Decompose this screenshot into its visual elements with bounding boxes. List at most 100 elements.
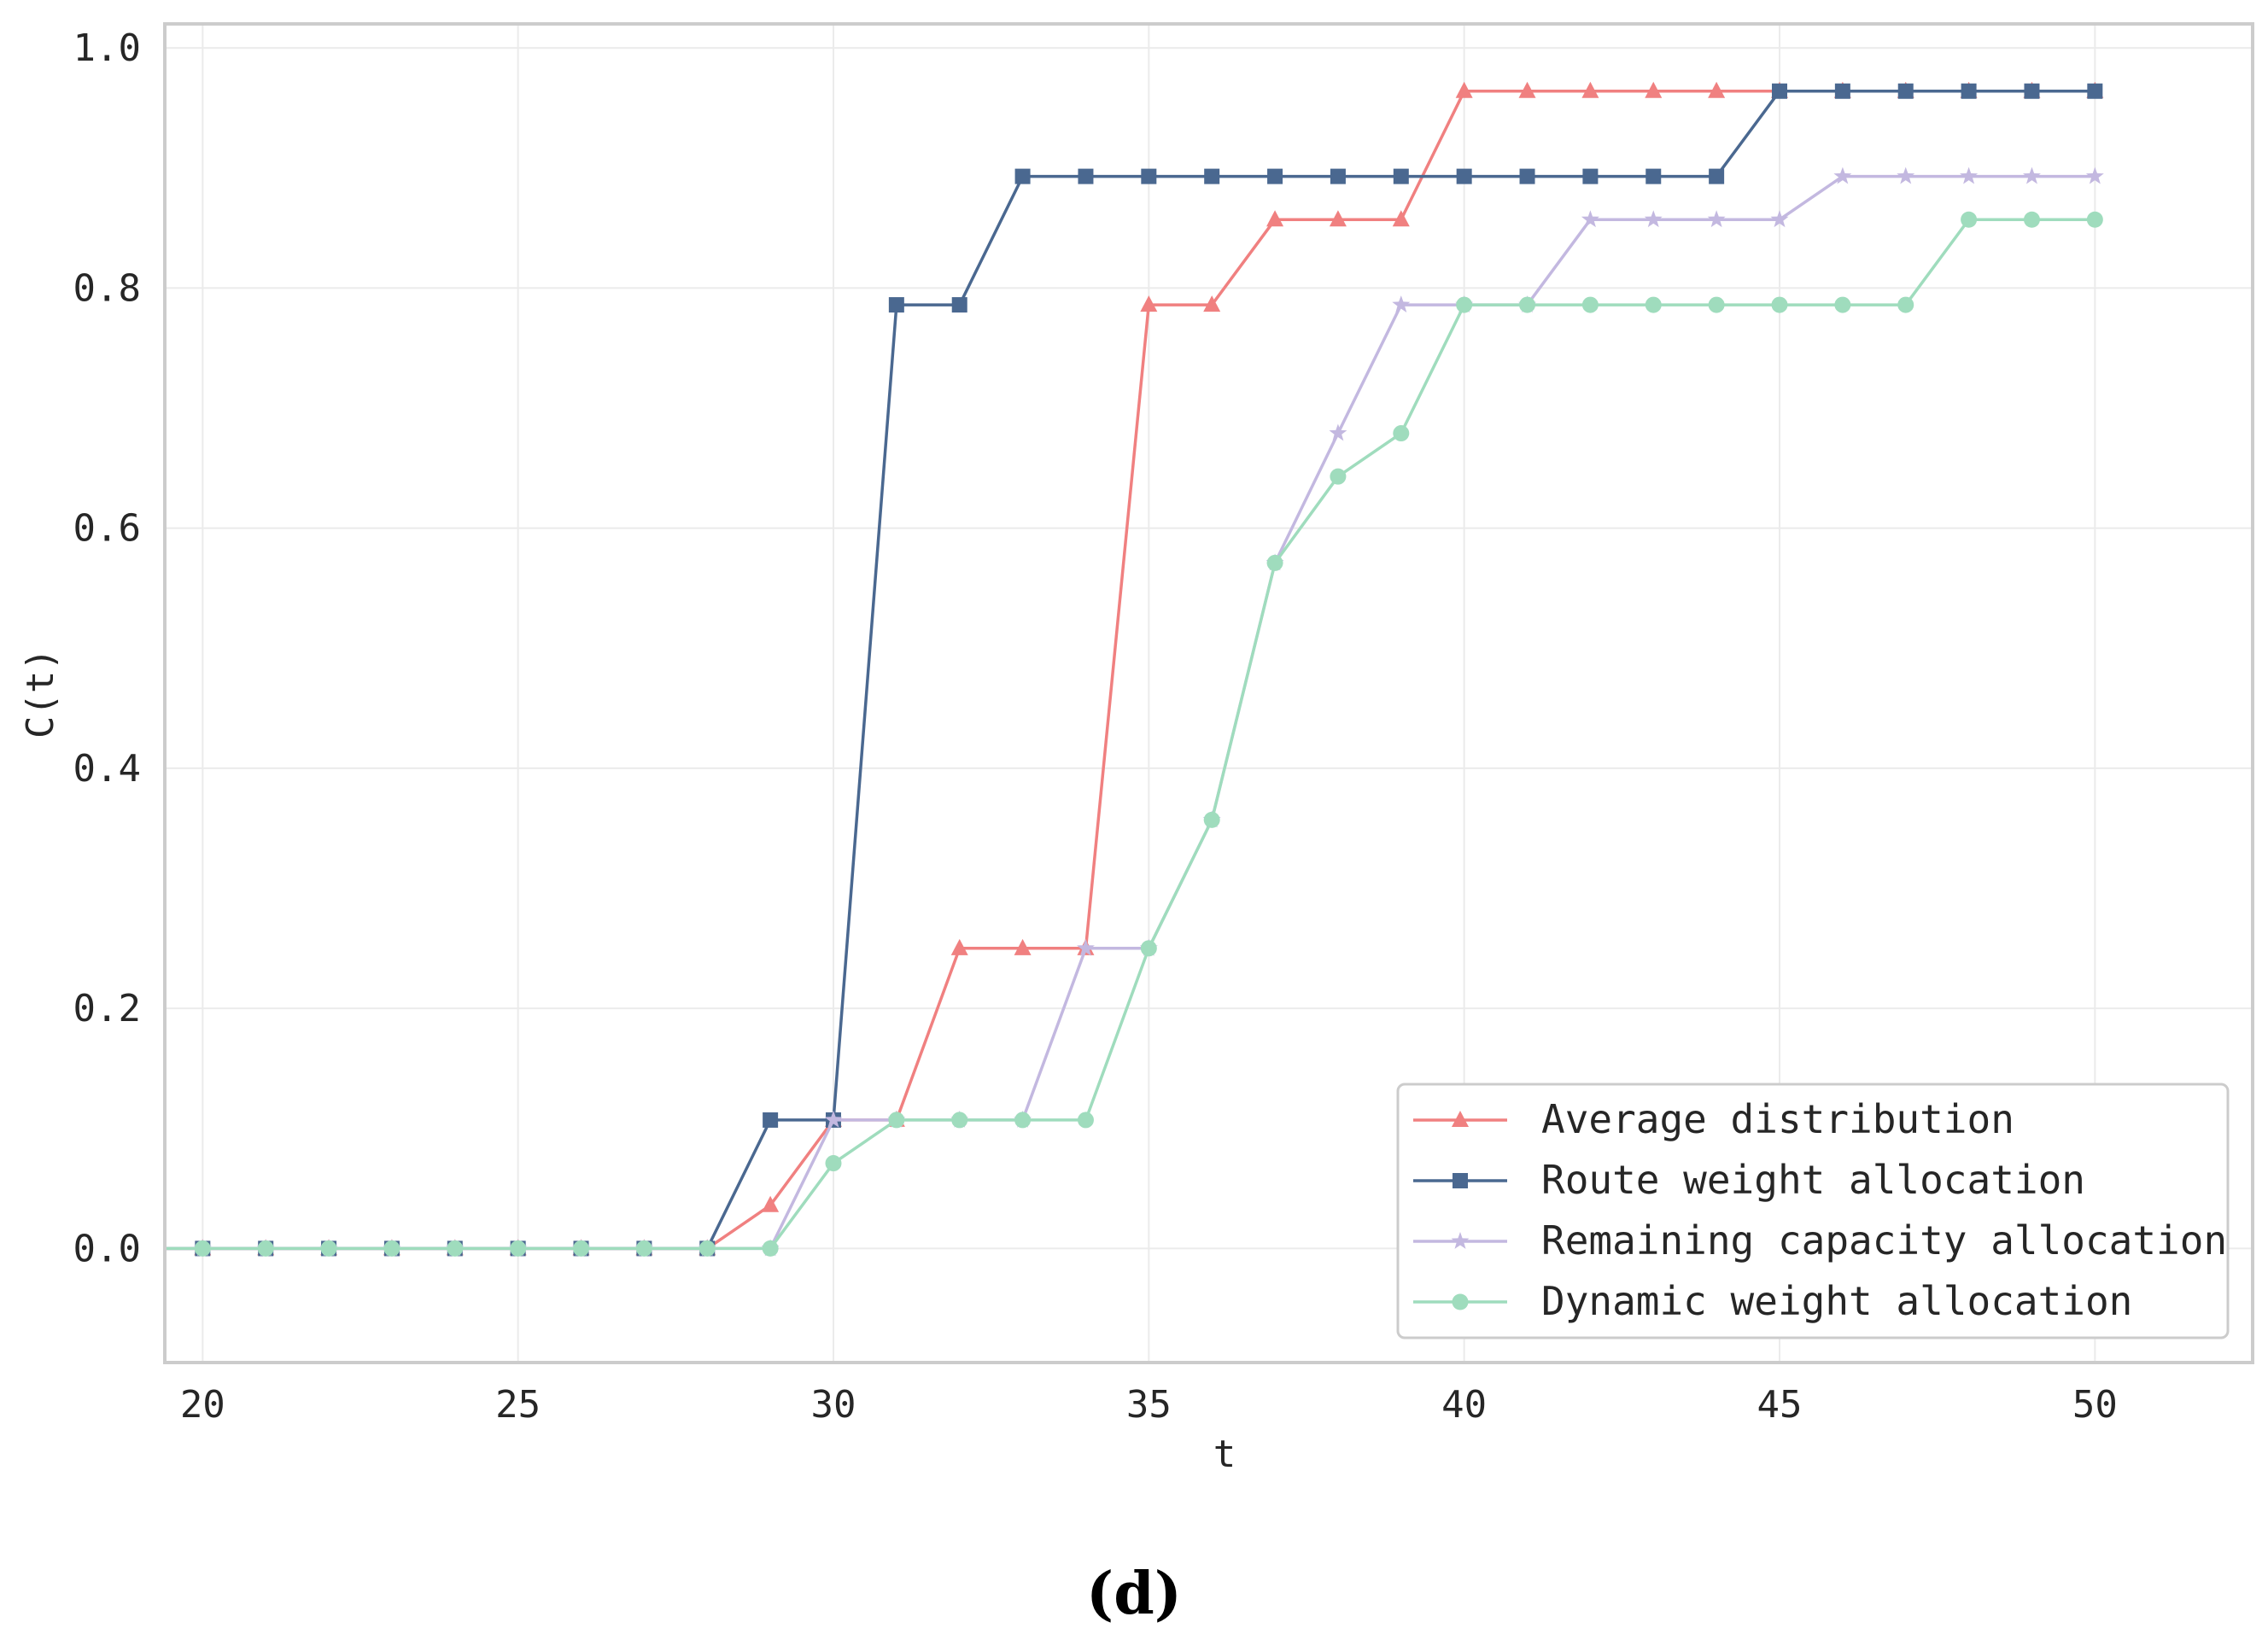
data-point bbox=[1266, 210, 1284, 227]
data-point bbox=[699, 1240, 716, 1257]
data-point bbox=[1077, 1112, 1094, 1129]
data-point bbox=[1456, 296, 1473, 313]
data-point bbox=[1141, 168, 1157, 184]
data-point bbox=[1518, 81, 1536, 98]
data-point bbox=[951, 1112, 968, 1129]
data-point bbox=[950, 938, 968, 955]
data-point bbox=[1014, 168, 1031, 184]
legend-item: Average distribution bbox=[1413, 1096, 2014, 1142]
legend-box bbox=[1396, 1083, 2230, 1339]
x-tick-label: 30 bbox=[810, 1383, 856, 1427]
legend-marker bbox=[1452, 1111, 1469, 1127]
data-point bbox=[1329, 210, 1347, 227]
series-layer bbox=[165, 81, 2104, 1257]
data-point bbox=[1961, 211, 1978, 228]
data-point bbox=[1393, 168, 1409, 184]
data-point bbox=[447, 1240, 464, 1257]
legend-items: Average distribution Route weight allocat… bbox=[1413, 1096, 2227, 1324]
y-tick-label: 0.8 bbox=[73, 266, 141, 310]
data-point bbox=[1519, 296, 1536, 313]
data-point bbox=[573, 1240, 590, 1257]
data-point bbox=[383, 1240, 400, 1257]
data-point bbox=[1393, 425, 1410, 442]
data-point bbox=[1582, 168, 1599, 184]
legend-item: Route weight allocation bbox=[1413, 1157, 2085, 1203]
series-average-distribution bbox=[165, 81, 2104, 1256]
y-tick-label: 0.2 bbox=[73, 987, 141, 1030]
legend-item: Dynamic weight allocation bbox=[1413, 1278, 2132, 1324]
plot-frame bbox=[163, 22, 2254, 1364]
data-point bbox=[1455, 81, 1473, 98]
data-point bbox=[1266, 554, 1283, 571]
x-axis-label: t bbox=[1213, 1433, 1236, 1476]
data-point bbox=[1078, 168, 1094, 184]
y-tick-label: 0.0 bbox=[73, 1227, 141, 1270]
legend: Average distribution Route weight allocat… bbox=[1396, 1083, 2230, 1339]
data-point bbox=[1707, 210, 1726, 228]
data-point bbox=[2085, 166, 2104, 184]
data-point bbox=[1581, 210, 1599, 228]
data-point bbox=[194, 1240, 211, 1257]
data-point bbox=[1077, 938, 1095, 956]
legend-label: Average distribution bbox=[1541, 1096, 2014, 1142]
data-point bbox=[1267, 168, 1283, 184]
data-point bbox=[1330, 168, 1346, 184]
data-point bbox=[2024, 83, 2040, 99]
data-point bbox=[1834, 296, 1851, 313]
x-tick-label: 45 bbox=[1757, 1383, 1803, 1427]
y-tick-label: 0.6 bbox=[73, 507, 141, 551]
data-point bbox=[1961, 83, 1977, 99]
series-line bbox=[165, 218, 2096, 1251]
legend-marker bbox=[1453, 1173, 1468, 1188]
data-point bbox=[1834, 83, 1850, 99]
data-point bbox=[257, 1240, 274, 1257]
data-point bbox=[1708, 81, 1726, 98]
data-point bbox=[762, 1195, 780, 1212]
y-tick-labels: 0.0 0.2 0.4 0.6 0.8 1.0 bbox=[73, 26, 141, 1270]
x-tick-label: 50 bbox=[2072, 1383, 2118, 1427]
x-tick-label: 40 bbox=[1441, 1383, 1487, 1427]
data-point bbox=[1708, 296, 1725, 313]
data-point bbox=[2087, 83, 2103, 99]
data-point bbox=[1897, 166, 1915, 184]
data-point bbox=[763, 1112, 779, 1128]
figure-caption: (d) bbox=[1086, 1560, 1182, 1628]
data-point bbox=[888, 297, 904, 313]
data-point bbox=[1644, 210, 1663, 228]
data-point bbox=[1771, 296, 1788, 313]
series-route-weight-allocation bbox=[165, 83, 2103, 1257]
data-point bbox=[1204, 168, 1220, 184]
series-dynamic-weight-allocation bbox=[165, 211, 2103, 1257]
legend-marker bbox=[1451, 1232, 1470, 1249]
data-point bbox=[1833, 166, 1852, 184]
data-point bbox=[1392, 295, 1411, 312]
x-tick-label: 35 bbox=[1126, 1383, 1172, 1427]
data-point bbox=[2023, 211, 2040, 228]
y-tick-label: 1.0 bbox=[73, 26, 141, 70]
legend-label: Route weight allocation bbox=[1541, 1157, 2085, 1203]
y-axis-label: C(t) bbox=[19, 648, 62, 738]
y-tick-label: 0.4 bbox=[73, 747, 141, 791]
data-point bbox=[1645, 81, 1663, 98]
data-point bbox=[951, 297, 967, 313]
data-point bbox=[825, 1155, 842, 1172]
data-point bbox=[1770, 210, 1789, 228]
data-point bbox=[1581, 81, 1599, 98]
legend-item: Remaining capacity allocation bbox=[1413, 1217, 2227, 1264]
data-point bbox=[824, 1110, 843, 1128]
data-point bbox=[1581, 296, 1599, 313]
data-point bbox=[1771, 83, 1787, 99]
data-point bbox=[1392, 210, 1410, 227]
data-point bbox=[1709, 168, 1725, 184]
x-tick-label: 25 bbox=[495, 1383, 541, 1427]
data-point bbox=[1330, 468, 1347, 485]
series-line bbox=[165, 90, 2096, 1251]
data-point bbox=[1645, 296, 1662, 313]
series-line bbox=[165, 90, 2096, 1251]
data-point bbox=[1203, 295, 1221, 312]
data-point bbox=[1140, 295, 1158, 312]
data-point bbox=[320, 1240, 337, 1257]
data-point bbox=[1140, 940, 1157, 957]
data-point bbox=[888, 1112, 905, 1129]
